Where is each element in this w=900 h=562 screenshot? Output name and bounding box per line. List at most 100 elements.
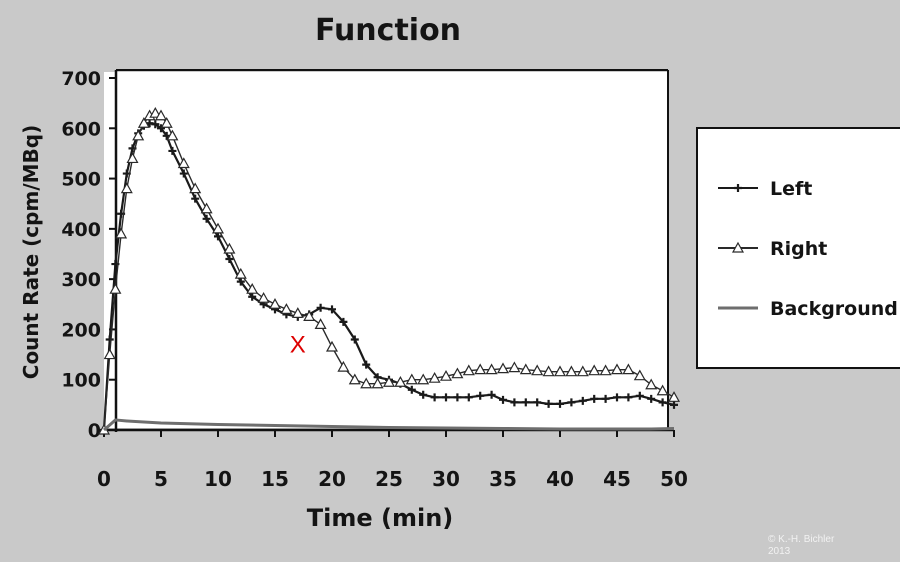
y-tick-label: 300	[61, 269, 101, 291]
data-point	[439, 369, 453, 381]
data-point	[462, 364, 475, 376]
data-point	[453, 393, 462, 402]
data-point	[734, 184, 742, 192]
data-point	[556, 399, 564, 408]
x-tick-label: 20	[318, 467, 346, 491]
data-point	[635, 391, 644, 400]
x-tick-label: 0	[97, 467, 111, 491]
data-point	[590, 394, 599, 403]
data-point	[519, 363, 532, 375]
data-point	[189, 182, 202, 194]
data-point	[451, 367, 464, 379]
y-tick-label: 600	[61, 118, 101, 140]
data-point	[476, 391, 485, 400]
data-point	[191, 194, 200, 203]
y-tick-label: 200	[61, 319, 101, 341]
x-tick-label: 45	[603, 467, 631, 491]
series-left	[100, 119, 678, 434]
data-point	[670, 400, 678, 409]
legend-label: Background	[770, 298, 898, 320]
x-tick-label: 25	[375, 467, 403, 491]
data-point	[126, 152, 139, 164]
data-point	[280, 303, 293, 314]
y-tick-label: 400	[61, 219, 101, 241]
y-tick-label: 500	[61, 169, 101, 191]
data-point	[599, 364, 612, 376]
copyright-line-2: 2013	[768, 546, 791, 557]
data-point	[348, 373, 361, 385]
data-point	[303, 310, 316, 321]
data-point	[257, 292, 270, 303]
legend-item-right: Right	[718, 238, 827, 260]
data-point	[137, 117, 150, 128]
data-point	[339, 317, 348, 326]
x-tick-label: 5	[154, 467, 168, 491]
data-point	[487, 390, 496, 399]
x-tick-label: 15	[261, 467, 289, 491]
data-point	[166, 129, 179, 141]
series-right	[97, 106, 681, 435]
data-point	[234, 267, 247, 279]
data-point	[417, 373, 430, 385]
x-tick-label: 40	[546, 467, 574, 491]
data-point	[103, 348, 116, 360]
data-point	[647, 394, 656, 403]
data-point	[442, 393, 450, 402]
x-tick-label: 10	[204, 467, 232, 491]
data-point	[115, 227, 128, 239]
data-point	[531, 364, 544, 376]
series-line	[103, 418, 675, 432]
legend-item-background: Background	[718, 298, 898, 320]
data-point	[382, 375, 396, 387]
y-axis-label: Count Rate (cpm/MBq)	[19, 125, 43, 379]
data-point	[246, 282, 259, 294]
data-point	[225, 255, 234, 264]
x-tick-label: 50	[660, 467, 688, 491]
data-point	[610, 363, 624, 375]
data-point	[601, 394, 610, 403]
data-point	[248, 292, 257, 301]
data-point	[157, 124, 165, 133]
data-point	[151, 120, 160, 129]
x-tick-label: 35	[489, 467, 517, 491]
data-point	[521, 398, 530, 407]
data-point	[633, 369, 646, 381]
data-point	[291, 307, 304, 318]
data-point	[168, 146, 177, 155]
x-tick-group: 0 5 10 15 20 25 30 35 40 45 50	[97, 430, 688, 491]
data-point	[109, 282, 122, 294]
series-group	[97, 106, 681, 435]
data-point	[149, 106, 162, 118]
data-point	[624, 393, 633, 402]
data-point	[236, 277, 245, 286]
data-point	[407, 385, 416, 394]
data-point	[496, 362, 510, 374]
data-point	[223, 242, 236, 254]
data-point	[179, 169, 188, 178]
data-point	[576, 365, 589, 377]
data-point	[667, 391, 681, 402]
data-point	[268, 298, 282, 309]
legend-label: Right	[770, 238, 827, 260]
data-point	[325, 340, 339, 352]
data-point	[565, 365, 578, 377]
data-point	[622, 363, 635, 375]
data-point	[542, 365, 555, 377]
data-point	[485, 363, 498, 375]
annotation-marker: X	[290, 332, 306, 359]
x-axis-label: Time (min)	[307, 504, 454, 532]
data-point	[394, 375, 407, 387]
data-point	[314, 318, 327, 329]
data-point	[211, 222, 225, 234]
y-tick-label: 100	[61, 370, 101, 392]
data-point	[578, 396, 587, 405]
data-point	[428, 371, 441, 383]
data-point	[177, 157, 190, 169]
data-point	[508, 361, 521, 373]
data-point	[362, 360, 371, 369]
data-point	[613, 393, 621, 402]
data-point	[405, 373, 418, 385]
y-tick-label: 700	[61, 68, 101, 90]
data-point	[656, 384, 669, 396]
data-point	[419, 390, 428, 399]
